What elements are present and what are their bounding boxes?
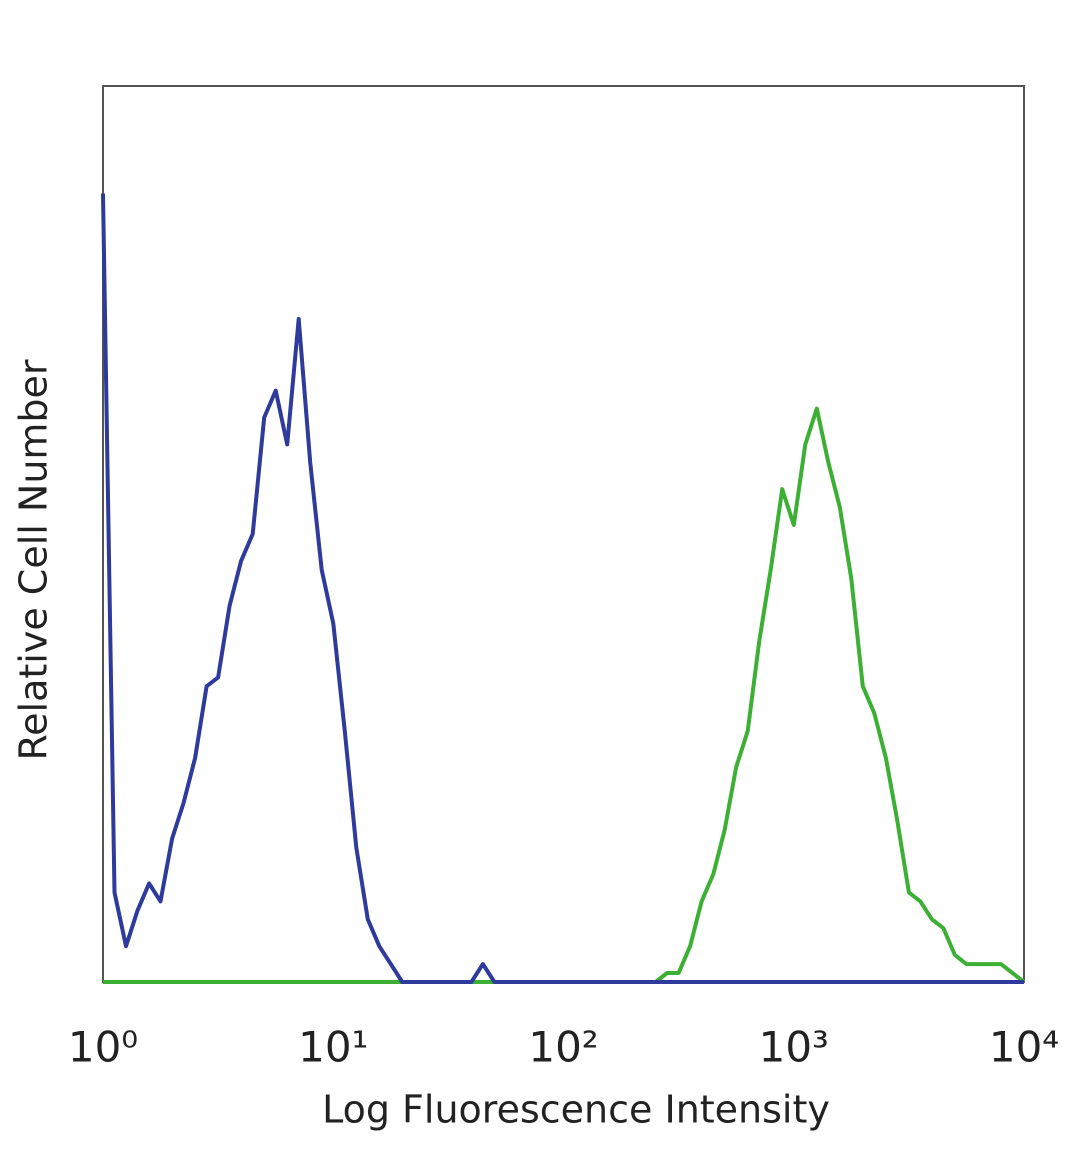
histogram-line xyxy=(101,193,1024,984)
x-tick-label: 10³ xyxy=(759,1023,829,1072)
plot-frame xyxy=(102,85,1025,983)
x-tick-label: 10² xyxy=(528,1023,598,1072)
x-tick-label: 10⁴ xyxy=(989,1023,1059,1072)
x-tick-label: 10¹ xyxy=(298,1023,368,1072)
y-axis-label: Relative Cell Number xyxy=(12,359,56,760)
x-axis-label: Log Fluorescence Intensity xyxy=(322,1088,830,1132)
x-tick-label: 10⁰ xyxy=(68,1023,138,1072)
histogram-line xyxy=(103,406,1026,984)
